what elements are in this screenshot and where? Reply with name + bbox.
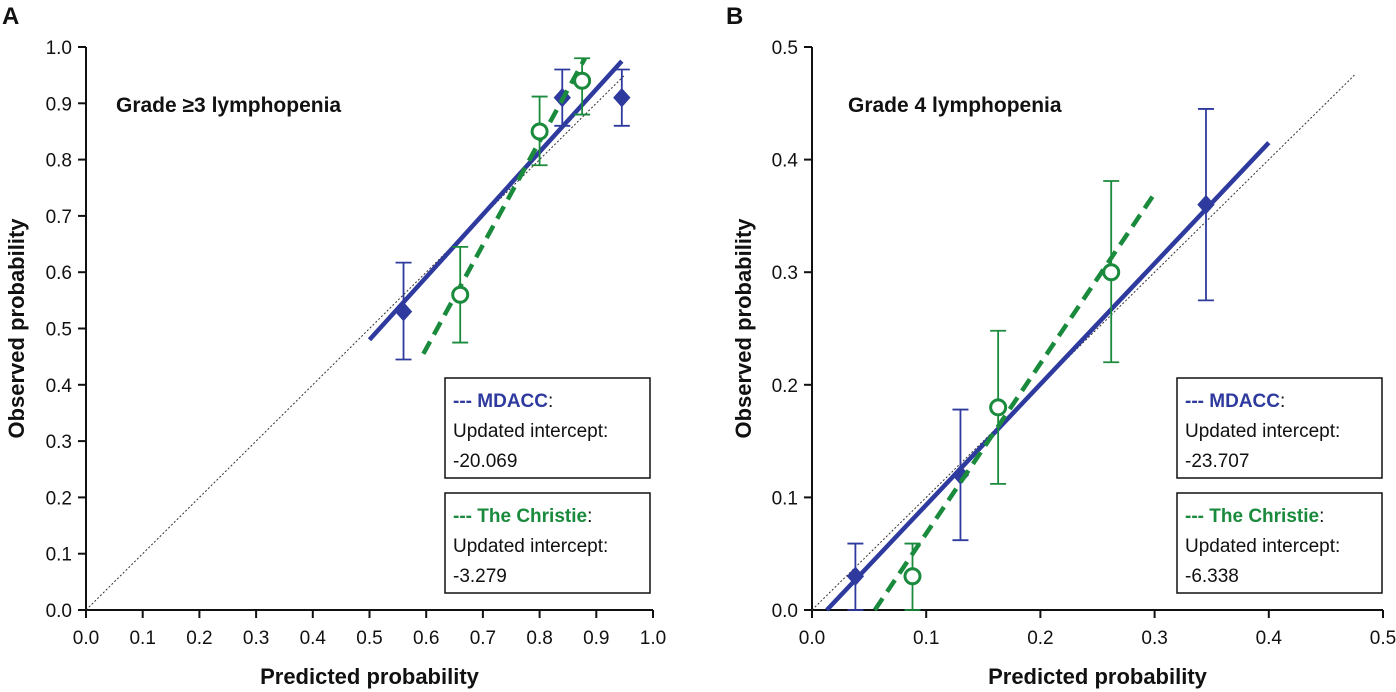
data-point-christie (989, 398, 1008, 417)
data-point-mdacc (394, 301, 413, 322)
chart-panel-a: A 0.0 0.1 0.2 0.3 0.4 0.5 0.6 0.7 0.8 0.9 1.0 0.0 0.1… (2, 3, 666, 689)
y-tick-label: 1.0 (46, 38, 72, 59)
x-tick-label: 0.4 (1256, 628, 1283, 649)
legend-box-christie: --- The Christie: Updated intercept: -6.33… (1176, 492, 1383, 594)
x-tick-label: 0.6 (413, 628, 439, 649)
legend-intercept-label: Updated intercept: (453, 421, 608, 442)
y-tick-label: 0.2 (46, 488, 72, 509)
y-tick-label: 0.8 (46, 151, 72, 172)
y-tick-label: 0.5 (772, 38, 798, 59)
series-christie (421, 57, 592, 355)
x-tick-label: 0.2 (1027, 628, 1053, 649)
x-tick-label: 0.2 (186, 628, 212, 649)
legend-heading: --- MDACC: (453, 391, 553, 412)
calibration-fit-line-mdacc (825, 141, 1271, 612)
y-tick-label: 0.1 (772, 488, 798, 509)
legend-heading: --- MDACC: (1185, 391, 1285, 412)
legend-intercept-value: -6.338 (1185, 566, 1239, 587)
legend-intercept-value: -20.069 (453, 451, 517, 472)
data-point-christie (903, 567, 922, 586)
legend-heading: --- The Christie: (453, 506, 592, 527)
x-tick-label: 0.7 (470, 628, 496, 649)
chart-panel-b: B 0.0 0.1 0.2 0.3 0.4 0.5 0.0 0.1 0.2 0.3 0.4 0.5 Pre… (726, 3, 1396, 689)
legend-colon: : (548, 391, 553, 412)
plot-title: Grade ≥3 lymphopenia (116, 94, 341, 117)
x-tick-label: 1.0 (640, 628, 666, 649)
legend-dashes: --- (453, 391, 472, 412)
series-mdacc (825, 108, 1271, 612)
legend-colon: : (1280, 391, 1285, 412)
legend-intercept-label: Updated intercept: (1185, 421, 1340, 442)
panel-letter: A (2, 3, 19, 30)
y-tick-label: 0.1 (46, 545, 72, 566)
legend-series-name: MDACC (1209, 391, 1280, 412)
legend-box-christie: --- The Christie: Updated intercept: -3.27… (444, 492, 651, 594)
legend-series-name: The Christie (477, 506, 587, 527)
y-tick-label: 0.5 (46, 320, 72, 341)
legend-intercept-label: Updated intercept: (1185, 536, 1340, 557)
y-tick-label: 0.2 (772, 376, 798, 397)
legend-series-name: MDACC (477, 391, 548, 412)
legend-dashes: --- (1185, 391, 1204, 412)
calibration-fit-line-christie (421, 57, 587, 355)
legend-colon: : (587, 506, 592, 527)
reference-diagonal-line (811, 74, 1355, 611)
y-axis-title: Observed probability (731, 218, 756, 439)
data-point-mdacc (1197, 194, 1215, 215)
y-tick-label: 0.4 (46, 376, 73, 397)
series-christie (872, 180, 1157, 612)
data-point-christie (1102, 263, 1121, 282)
y-tick-label: 0.3 (772, 263, 798, 284)
x-tick-label: 0.1 (913, 628, 939, 649)
y-tick-label: 0.6 (46, 263, 72, 284)
y-axis-title: Observed probability (4, 218, 29, 439)
legend-colon: : (1319, 506, 1324, 527)
legend-border (444, 492, 651, 594)
x-tick-label: 0.8 (526, 628, 552, 649)
x-tick-label: 0.1 (129, 628, 155, 649)
legend-heading: --- The Christie: (1185, 506, 1324, 527)
plot-title: Grade 4 lymphopenia (848, 94, 1062, 117)
x-tick-label: 0.5 (1370, 628, 1396, 649)
x-tick-label: 0.3 (243, 628, 269, 649)
x-tick-label: 0.0 (799, 628, 825, 649)
y-tick-label: 0.0 (46, 601, 72, 622)
legend-intercept-label: Updated intercept: (453, 536, 608, 557)
legend-dashes: --- (1185, 506, 1204, 527)
legend-border (1176, 377, 1383, 479)
calibration-fit-line-christie (872, 192, 1157, 612)
data-point-christie (530, 122, 549, 141)
data-point-christie (451, 285, 470, 304)
x-tick-label: 0.3 (1141, 628, 1167, 649)
reference-diagonal-line (85, 74, 626, 611)
calibration-fit-line-mdacc (367, 59, 624, 342)
y-tick-label: 0.7 (46, 207, 72, 228)
y-tick-label: 0.4 (772, 151, 799, 172)
x-tick-label: 0.5 (356, 628, 382, 649)
y-tick-label: 0.0 (772, 601, 798, 622)
legend-box-mdacc: --- MDACC: Updated intercept: -23.707 (1176, 377, 1383, 479)
legend-border (444, 377, 651, 479)
legend-intercept-value: -3.279 (453, 566, 507, 587)
legend-series-name: The Christie (1209, 506, 1319, 527)
legend-border (1176, 492, 1383, 594)
data-point-mdacc (846, 566, 865, 586)
panel-letter: B (726, 3, 743, 30)
x-tick-label: 0.0 (73, 628, 99, 649)
legend-intercept-value: -23.707 (1185, 451, 1249, 472)
data-point-christie (573, 71, 592, 90)
legend-dashes: --- (453, 506, 472, 527)
x-axis-title: Predicted probability (260, 664, 480, 689)
y-tick-label: 0.3 (46, 432, 72, 453)
x-axis-title: Predicted probability (988, 664, 1208, 689)
x-tick-label: 0.9 (583, 628, 609, 649)
y-tick-label: 0.9 (46, 94, 72, 115)
x-tick-label: 0.4 (300, 628, 327, 649)
data-point-mdacc (613, 87, 631, 108)
legend-box-mdacc: --- MDACC: Updated intercept: -20.069 (444, 377, 651, 479)
